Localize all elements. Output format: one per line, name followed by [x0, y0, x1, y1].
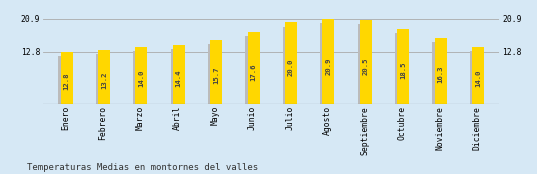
Text: 17.6: 17.6: [251, 63, 257, 81]
Text: 14.0: 14.0: [139, 70, 144, 87]
Bar: [472, 47, 484, 104]
Text: 20.5: 20.5: [363, 58, 369, 75]
Bar: [360, 20, 372, 104]
Bar: [210, 40, 222, 104]
Text: 14.4: 14.4: [176, 69, 182, 87]
Text: 13.2: 13.2: [101, 71, 107, 89]
Bar: [397, 29, 409, 104]
Bar: [395, 33, 402, 104]
Bar: [96, 54, 103, 104]
Text: 12.8: 12.8: [63, 72, 69, 90]
Bar: [432, 42, 439, 104]
Text: 16.3: 16.3: [438, 66, 444, 83]
Bar: [283, 26, 289, 104]
Text: 20.0: 20.0: [288, 59, 294, 76]
Bar: [208, 44, 215, 104]
Bar: [358, 25, 364, 104]
Bar: [173, 45, 185, 104]
Bar: [98, 50, 110, 104]
Text: Temperaturas Medias en montornes del valles: Temperaturas Medias en montornes del val…: [27, 163, 258, 172]
Text: 15.7: 15.7: [213, 67, 219, 84]
Text: 20.9: 20.9: [325, 57, 331, 75]
Bar: [285, 22, 297, 104]
Bar: [61, 52, 72, 104]
Text: 18.5: 18.5: [400, 62, 407, 79]
Bar: [133, 51, 140, 104]
Bar: [322, 19, 335, 104]
Bar: [135, 47, 147, 104]
Text: 14.0: 14.0: [475, 70, 481, 87]
Bar: [470, 51, 477, 104]
Bar: [171, 49, 177, 104]
Bar: [59, 56, 65, 104]
Bar: [434, 38, 447, 104]
Bar: [320, 23, 327, 104]
Bar: [245, 36, 252, 104]
Bar: [248, 32, 259, 104]
